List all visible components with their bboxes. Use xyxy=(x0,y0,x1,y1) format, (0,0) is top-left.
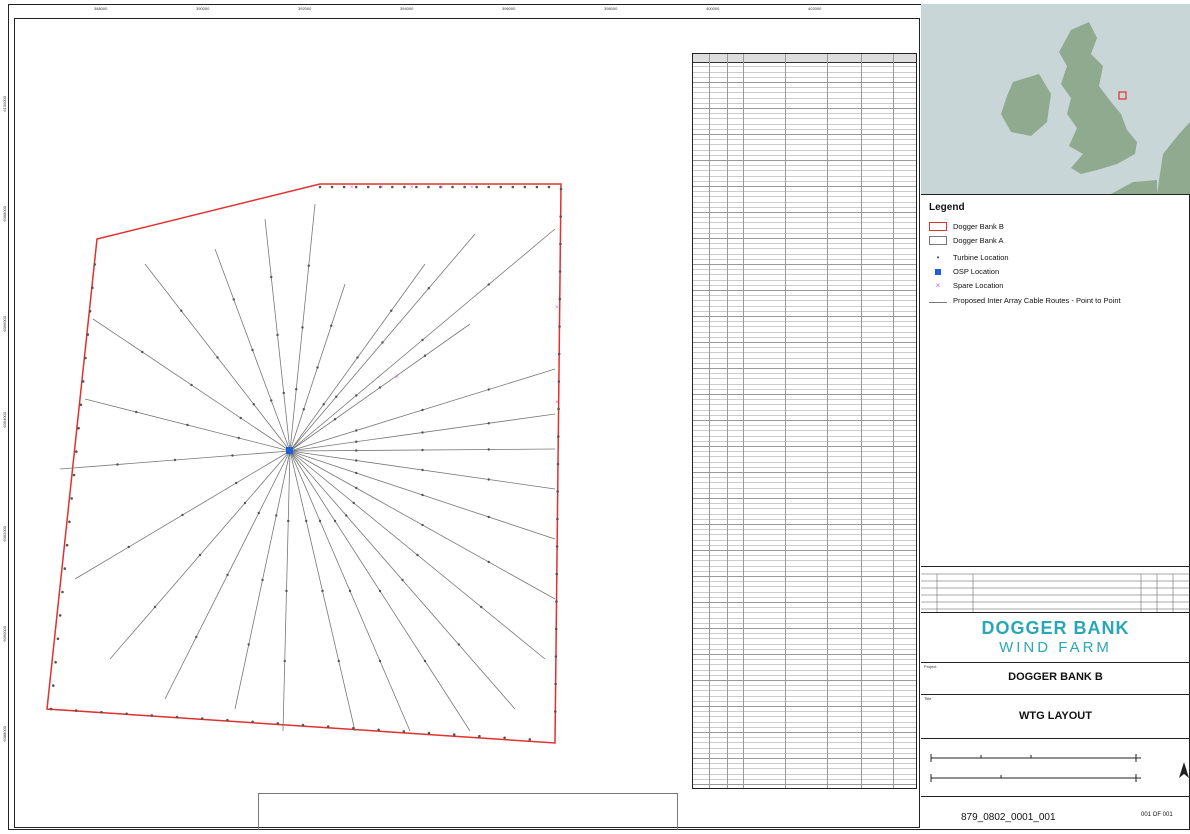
legend-item-turbine: • Turbine Location xyxy=(929,253,1009,262)
project-name: DOGGER BANK B xyxy=(1008,671,1103,683)
svg-text:×: × xyxy=(350,185,354,191)
location-inset-map[interactable] xyxy=(921,4,1190,195)
legend-item-osp: OSP Location xyxy=(929,267,999,276)
x-tick: 402000 xyxy=(808,6,822,11)
svg-text:×: × xyxy=(410,185,414,191)
revision-table xyxy=(921,566,1190,613)
x-tick: 388000 xyxy=(94,6,108,11)
cable-line-icon xyxy=(929,298,947,303)
project-label: Project xyxy=(924,664,937,669)
revision-grid xyxy=(921,573,1190,612)
layout-map[interactable]: × × × × × × × × xyxy=(15,19,921,829)
scale-bar-box xyxy=(921,738,1190,797)
cable-routes xyxy=(59,203,556,732)
dogger-bank-logo: DOGGER BANK WIND FARM xyxy=(921,612,1190,663)
svg-text:×: × xyxy=(555,400,559,406)
y-tick: 6100000 xyxy=(2,96,7,112)
grey-outline-box-icon xyxy=(929,236,947,245)
svg-text:×: × xyxy=(395,375,399,381)
great-britain-landmass xyxy=(1059,22,1137,174)
svg-text:×: × xyxy=(440,185,444,191)
y-tick: 6096000 xyxy=(2,316,7,332)
y-tick: 6092000 xyxy=(2,526,7,542)
table-columns xyxy=(693,54,916,788)
turbine-coordinate-table xyxy=(692,53,917,789)
y-tick: 6090000 xyxy=(2,626,7,642)
legend-item-spare: × Spare Location xyxy=(929,281,1004,290)
title-label: Title xyxy=(924,696,932,701)
north-arrow-icon xyxy=(1179,762,1189,778)
ireland-landmass xyxy=(1001,74,1051,136)
osp-square-icon xyxy=(929,267,947,276)
legend-panel: Legend Dogger Bank B Dogger Bank A • Tur… xyxy=(921,196,1190,567)
legend-label: Dogger Bank A xyxy=(953,236,1004,245)
legend-item-cable: Proposed Inter Array Cable Routes - Poin… xyxy=(929,296,1121,305)
osp-location[interactable] xyxy=(286,447,293,454)
europe-landmass xyxy=(1157,122,1190,194)
y-tick: 6098000 xyxy=(2,206,7,222)
legend-label: Turbine Location xyxy=(953,253,1009,262)
y-tick: 6088000 xyxy=(2,726,7,742)
x-tick: 394000 xyxy=(400,6,414,11)
svg-text:×: × xyxy=(380,185,384,191)
legend-label: Proposed Inter Array Cable Routes - Poin… xyxy=(953,296,1121,305)
title-block-column: Legend Dogger Bank B Dogger Bank A • Tur… xyxy=(921,4,1190,830)
legend-item-dogger-bank-b: Dogger Bank B xyxy=(929,222,1004,231)
legend-label: Spare Location xyxy=(953,281,1004,290)
turbine-dot-icon: • xyxy=(936,253,940,262)
x-tick: 398000 xyxy=(604,6,618,11)
inset-svg xyxy=(1001,22,1190,194)
drawing-info-box: 879_0802_0001_001 001 OF 001 xyxy=(921,796,1190,830)
france-landmass xyxy=(1111,180,1157,194)
title-box: Title WTG LAYOUT xyxy=(921,694,1190,739)
x-tick: 396000 xyxy=(502,6,516,11)
drawing-number: 879_0802_0001_001 xyxy=(961,812,1056,823)
map-frame[interactable]: × × × × × × × × xyxy=(14,18,920,828)
site-location-marker[interactable] xyxy=(1118,91,1127,100)
legend-title: Legend xyxy=(929,202,965,213)
turbine-locations xyxy=(49,185,563,741)
svg-text:×: × xyxy=(470,185,474,191)
red-outline-box-icon xyxy=(929,222,947,231)
logo-line-2: WIND FARM xyxy=(999,639,1112,656)
x-tick: 390000 xyxy=(196,6,210,11)
legend-label: Dogger Bank B xyxy=(953,222,1004,231)
y-tick: 6094000 xyxy=(2,412,7,428)
x-tick: 400000 xyxy=(706,6,720,11)
legend-label: OSP Location xyxy=(953,267,1000,276)
project-box: Project DOGGER BANK B xyxy=(921,662,1190,695)
sheet-number: 001 OF 001 xyxy=(1141,812,1173,818)
drawing-title: WTG LAYOUT xyxy=(1019,710,1092,722)
x-tick: 392000 xyxy=(298,6,312,11)
spare-cross-icon: × xyxy=(935,281,941,290)
dogger-bank-b-boundary xyxy=(46,183,562,744)
scale-bars xyxy=(930,754,1189,782)
logo-line-1: DOGGER BANK xyxy=(981,618,1130,638)
notes-box xyxy=(258,793,678,830)
svg-text:×: × xyxy=(555,305,559,311)
legend-item-dogger-bank-a: Dogger Bank A xyxy=(929,236,1003,245)
spare-locations: × × × × × × × × xyxy=(350,185,559,406)
